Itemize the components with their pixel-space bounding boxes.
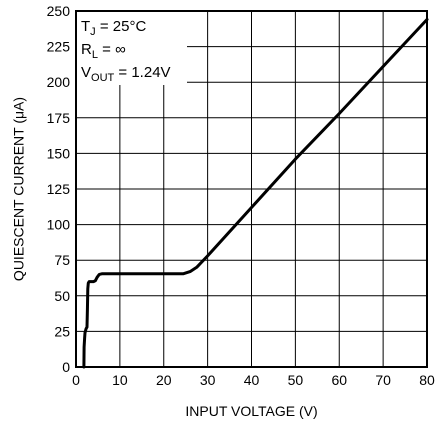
x-tick-label: 10 bbox=[112, 372, 128, 388]
x-tick-label: 70 bbox=[375, 372, 391, 388]
annotation-tj: TJ = 25°C bbox=[81, 18, 146, 38]
y-tick-label: 150 bbox=[47, 145, 71, 161]
x-tick-label: 30 bbox=[200, 372, 216, 388]
y-tick-label: 200 bbox=[47, 74, 71, 90]
x-tick-label: 60 bbox=[331, 372, 347, 388]
y-tick-label: 125 bbox=[47, 181, 71, 197]
quiescent-current-line bbox=[82, 18, 429, 369]
x-tick-label: 0 bbox=[72, 372, 80, 388]
plot-frame bbox=[75, 10, 428, 368]
annotation-vout: VOUT = 1.24V bbox=[81, 64, 171, 84]
x-tick-label: 20 bbox=[156, 372, 172, 388]
y-tick-label: 250 bbox=[47, 3, 71, 19]
y-tick-label: 175 bbox=[47, 110, 71, 126]
y-tick-label: 0 bbox=[62, 359, 70, 375]
y-tick-label: 225 bbox=[47, 39, 71, 55]
annotation-rl: RL = ∞ bbox=[81, 41, 126, 61]
x-axis-label: INPUT VOLTAGE (V) bbox=[185, 403, 317, 419]
y-tick-labels: 0 25 50 75 100 125 150 175 200 225 250 bbox=[47, 3, 71, 375]
chart-grid bbox=[76, 11, 427, 367]
y-tick-label: 25 bbox=[54, 323, 70, 339]
y-tick-label: 100 bbox=[47, 217, 71, 233]
x-tick-label: 50 bbox=[288, 372, 304, 388]
y-axis-label: QUIESCENT CURRENT (μA) bbox=[11, 97, 27, 281]
y-tick-label: 75 bbox=[54, 252, 70, 268]
annotation-box bbox=[77, 11, 187, 85]
x-tick-labels: 0 10 20 30 40 50 60 70 80 bbox=[72, 372, 435, 388]
x-tick-label: 40 bbox=[244, 372, 260, 388]
y-tick-label: 50 bbox=[54, 288, 70, 304]
x-tick-label: 80 bbox=[419, 372, 435, 388]
